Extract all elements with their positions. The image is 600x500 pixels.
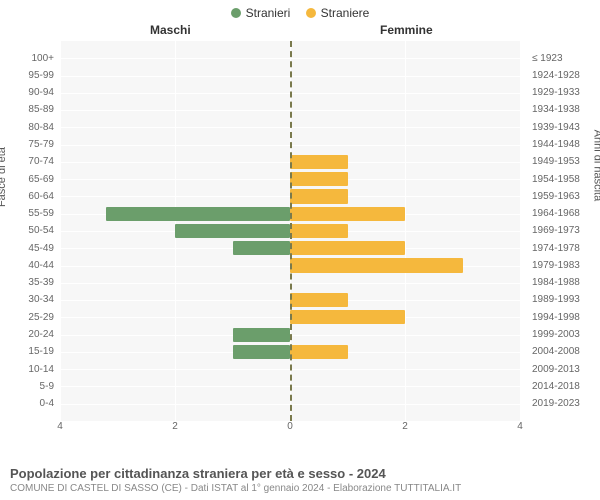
column-header-left: Maschi [150, 23, 191, 37]
plot-area: Fasce di età Anni di nascita 42024 100+≤… [0, 41, 600, 441]
chart-row: 20-24 1999-2003 [0, 326, 600, 343]
chart-row: 15-19 2004-2008 [0, 343, 600, 360]
age-label: 15-19 [0, 343, 54, 360]
bar-female [290, 155, 348, 169]
x-tick-label: 2 [172, 421, 178, 432]
birth-year-label: 1924-1928 [528, 67, 600, 84]
x-tick-label: 4 [517, 421, 523, 432]
age-label: 10-14 [0, 361, 54, 378]
birth-year-label: 1979-1983 [528, 257, 600, 274]
x-tick-label: 0 [287, 421, 293, 432]
legend-label-female: Straniere [321, 6, 370, 20]
x-tick-label: 2 [402, 421, 408, 432]
birth-year-label: 1984-1988 [528, 274, 600, 291]
age-label: 100+ [0, 50, 54, 67]
birth-year-label: 1969-1973 [528, 222, 600, 239]
chart-row: 70-74 1949-1953 [0, 153, 600, 170]
chart-row: 5-9 2014-2018 [0, 378, 600, 395]
chart-row: 50-54 1969-1973 [0, 222, 600, 239]
chart-row: 40-44 1979-1983 [0, 257, 600, 274]
age-label: 60-64 [0, 188, 54, 205]
age-label: 40-44 [0, 257, 54, 274]
birth-year-label: 1959-1963 [528, 188, 600, 205]
chart-footer: Popolazione per cittadinanza straniera p… [10, 466, 590, 494]
birth-year-label: 1964-1968 [528, 205, 600, 222]
age-label: 85-89 [0, 101, 54, 118]
x-tick-label: 4 [57, 421, 63, 432]
birth-year-label: 2014-2018 [528, 378, 600, 395]
chart-row: 30-34 1989-1993 [0, 291, 600, 308]
chart-row: 85-89 1934-1938 [0, 101, 600, 118]
age-label: 35-39 [0, 274, 54, 291]
bar-male [233, 328, 291, 342]
age-label: 45-49 [0, 240, 54, 257]
chart-row: 75-79 1944-1948 [0, 136, 600, 153]
birth-year-label: 1989-1993 [528, 291, 600, 308]
chart-row: 90-94 1929-1933 [0, 84, 600, 101]
legend-swatch-male [231, 8, 241, 18]
bar-male [175, 224, 290, 238]
bar-female [290, 310, 405, 324]
chart-row: 65-69 1954-1958 [0, 171, 600, 188]
legend-item-male: Stranieri [231, 6, 291, 20]
birth-year-label: 2009-2013 [528, 361, 600, 378]
birth-year-label: 1974-1978 [528, 240, 600, 257]
chart-row: 25-29 1994-1998 [0, 309, 600, 326]
pyramid-chart: Stranieri Straniere Maschi Femmine Fasce… [0, 0, 600, 500]
age-label: 75-79 [0, 136, 54, 153]
age-label: 50-54 [0, 222, 54, 239]
birth-year-label: 1994-1998 [528, 309, 600, 326]
center-divider [290, 41, 292, 421]
chart-row: 45-49 1974-1978 [0, 240, 600, 257]
legend-item-female: Straniere [306, 6, 370, 20]
birth-year-label: 1934-1938 [528, 101, 600, 118]
bar-male [106, 207, 290, 221]
bar-female [290, 189, 348, 203]
birth-year-label: 1939-1943 [528, 119, 600, 136]
age-label: 0-4 [0, 395, 54, 412]
chart-row: 100+ ≤ 1923 [0, 50, 600, 67]
age-label: 30-34 [0, 291, 54, 308]
age-label: 80-84 [0, 119, 54, 136]
age-label: 70-74 [0, 153, 54, 170]
chart-row: 0-4 2019-2023 [0, 395, 600, 412]
age-label: 25-29 [0, 309, 54, 326]
column-header-right: Femmine [380, 23, 433, 37]
legend: Stranieri Straniere [0, 0, 600, 23]
birth-year-label: 1954-1958 [528, 171, 600, 188]
chart-row: 55-59 1964-1968 [0, 205, 600, 222]
birth-year-label: ≤ 1923 [528, 50, 600, 67]
age-label: 90-94 [0, 84, 54, 101]
bar-female [290, 293, 348, 307]
footer-title: Popolazione per cittadinanza straniera p… [10, 466, 590, 481]
age-label: 20-24 [0, 326, 54, 343]
age-label: 65-69 [0, 171, 54, 188]
birth-year-label: 1999-2003 [528, 326, 600, 343]
age-label: 55-59 [0, 205, 54, 222]
legend-swatch-female [306, 8, 316, 18]
column-headers: Maschi Femmine [0, 23, 600, 41]
bar-male [233, 345, 291, 359]
birth-year-label: 2004-2008 [528, 343, 600, 360]
footer-subtitle: COMUNE DI CASTEL DI SASSO (CE) - Dati IS… [10, 483, 590, 494]
birth-year-label: 1929-1933 [528, 84, 600, 101]
bar-female [290, 224, 348, 238]
bar-female [290, 241, 405, 255]
age-label: 95-99 [0, 67, 54, 84]
chart-row: 95-99 1924-1928 [0, 67, 600, 84]
birth-year-label: 2019-2023 [528, 395, 600, 412]
chart-row: 10-14 2009-2013 [0, 361, 600, 378]
bar-male [233, 241, 291, 255]
chart-row: 60-64 1959-1963 [0, 188, 600, 205]
bar-female [290, 258, 463, 272]
age-label: 5-9 [0, 378, 54, 395]
chart-row: 80-84 1939-1943 [0, 119, 600, 136]
chart-row: 35-39 1984-1988 [0, 274, 600, 291]
bar-female [290, 207, 405, 221]
bar-female [290, 345, 348, 359]
birth-year-label: 1944-1948 [528, 136, 600, 153]
bar-female [290, 172, 348, 186]
legend-label-male: Stranieri [246, 6, 291, 20]
birth-year-label: 1949-1953 [528, 153, 600, 170]
